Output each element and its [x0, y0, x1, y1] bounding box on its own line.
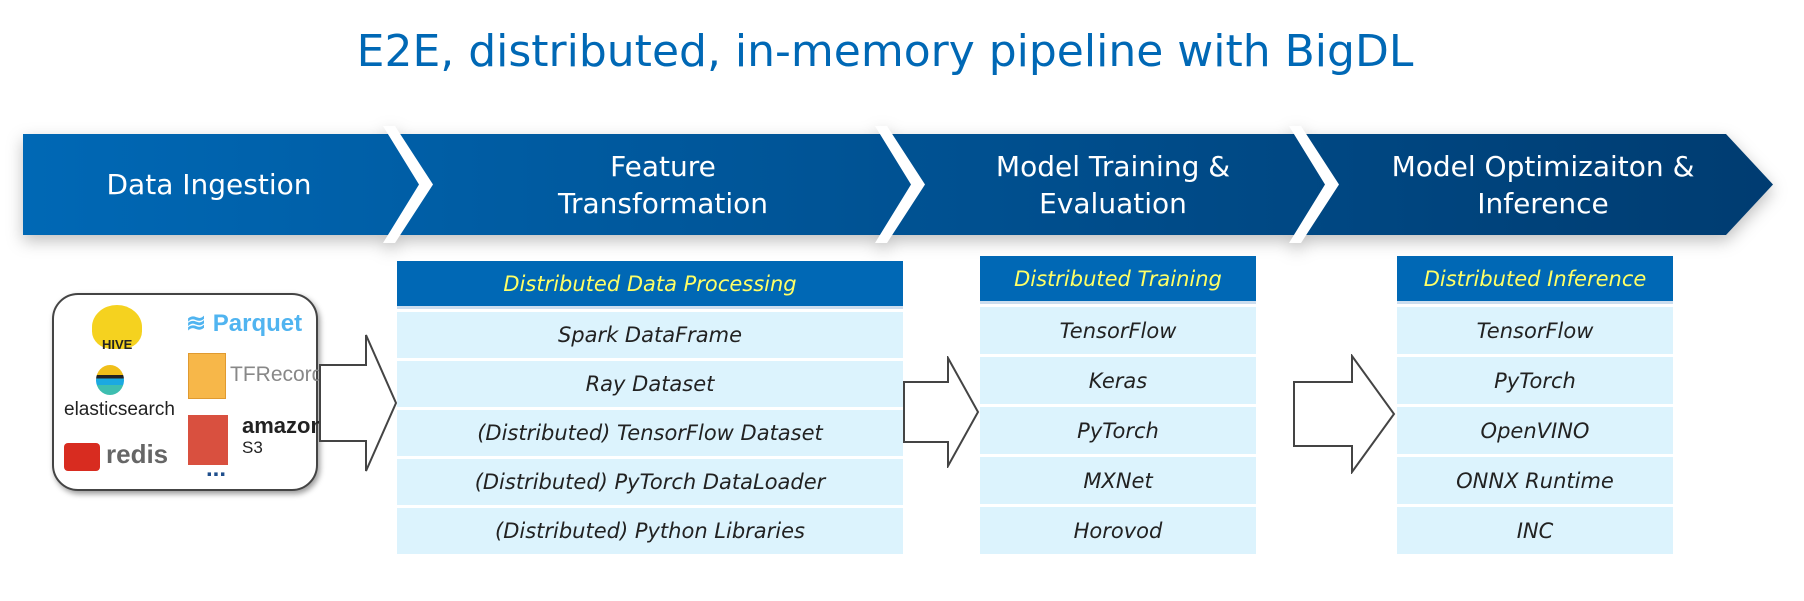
arrow-right-icon	[903, 356, 980, 468]
inference-table: Distributed Inference TensorFlow PyTorch…	[1397, 256, 1673, 554]
arrow-right-icon	[1293, 354, 1396, 474]
elasticsearch-icon	[96, 365, 124, 395]
amazon-s3-icon	[188, 415, 228, 465]
table-row: TensorFlow	[1397, 307, 1673, 354]
hive-logo: HIVE	[102, 337, 133, 352]
amazon-label: amazon	[242, 413, 324, 438]
parquet-label: Parquet	[212, 310, 303, 337]
redis-logo: redis	[106, 439, 169, 469]
stage-model-training: Model Training & Evaluation	[995, 149, 1231, 220]
hive-icon	[92, 305, 142, 349]
table-row: Spark DataFrame	[397, 312, 903, 358]
tfrecord-icon	[188, 353, 226, 399]
table-row: Horovod	[980, 507, 1256, 554]
arrow-right-icon	[319, 334, 398, 472]
page-title: E2E, distributed, in-memory pipeline wit…	[356, 26, 1414, 77]
table-row: TensorFlow	[980, 307, 1256, 354]
elasticsearch-logo: elasticsearch	[64, 399, 175, 420]
table-row: (Distributed) TensorFlow Dataset	[397, 410, 903, 456]
s3-label: S3	[242, 438, 263, 457]
stage-model-optimization: Model Optimizaiton & Inference	[1391, 149, 1695, 220]
table-header: Distributed Inference	[1397, 256, 1673, 304]
table-header: Distributed Training	[980, 256, 1256, 304]
redis-icon	[64, 443, 100, 471]
table-row: (Distributed) PyTorch DataLoader	[397, 459, 903, 505]
table-row: (Distributed) Python Libraries	[397, 508, 903, 554]
table-row: OpenVINO	[1397, 407, 1673, 454]
training-table: Distributed Training TensorFlow Keras Py…	[980, 256, 1256, 554]
parquet-logo: ≋ Parquet	[186, 309, 302, 338]
table-row: MXNet	[980, 457, 1256, 504]
amazon-s3-logo: amazon S3	[242, 415, 324, 459]
stage-data-ingestion: Data Ingestion	[106, 168, 312, 201]
table-header: Distributed Data Processing	[397, 261, 903, 309]
table-row: PyTorch	[1397, 357, 1673, 404]
table-row: ONNX Runtime	[1397, 457, 1673, 504]
data-processing-table: Distributed Data Processing Spark DataFr…	[397, 261, 903, 554]
more-sources-ellipsis: ...	[206, 455, 227, 482]
pipeline-banner: Data Ingestion Feature Transformation Mo…	[23, 126, 1773, 243]
table-row: Keras	[980, 357, 1256, 404]
table-row: PyTorch	[980, 407, 1256, 454]
parquet-icon: ≋	[186, 310, 213, 337]
stage-feature-transformation: Feature Transformation	[557, 149, 769, 220]
table-row: Ray Dataset	[397, 361, 903, 407]
table-row: INC	[1397, 507, 1673, 554]
tfrecord-logo: TFRecord	[230, 363, 324, 386]
data-sources-box: HIVE ≋ Parquet elasticsearch TFRecord re…	[52, 293, 324, 491]
